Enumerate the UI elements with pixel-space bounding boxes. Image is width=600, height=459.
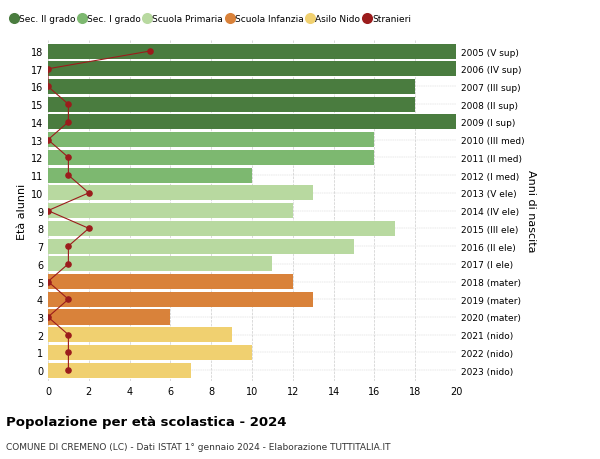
Point — [64, 101, 73, 109]
Point — [64, 172, 73, 179]
Point — [43, 278, 53, 285]
Point — [43, 313, 53, 321]
Point — [43, 84, 53, 91]
Point — [64, 367, 73, 374]
Point — [64, 349, 73, 356]
Bar — [48, 186, 313, 201]
Bar — [48, 45, 456, 60]
Bar — [48, 115, 456, 130]
Bar — [48, 97, 415, 112]
Point — [64, 331, 73, 339]
Legend: Sec. II grado, Sec. I grado, Scuola Primaria, Scuola Infanzia, Asilo Nido, Stran: Sec. II grado, Sec. I grado, Scuola Prim… — [8, 12, 415, 28]
Bar — [48, 221, 395, 236]
Point — [64, 296, 73, 303]
Bar — [48, 133, 374, 148]
Bar — [48, 257, 272, 272]
Bar — [48, 151, 374, 166]
Bar — [48, 62, 456, 77]
Bar — [48, 345, 252, 360]
Point — [43, 66, 53, 73]
Text: COMUNE DI CREMENO (LC) - Dati ISTAT 1° gennaio 2024 - Elaborazione TUTTITALIA.IT: COMUNE DI CREMENO (LC) - Dati ISTAT 1° g… — [6, 442, 391, 451]
Bar — [48, 80, 415, 95]
Bar — [48, 327, 232, 342]
Bar — [48, 310, 170, 325]
Point — [84, 190, 94, 197]
Bar — [48, 274, 293, 290]
Point — [84, 225, 94, 233]
Bar — [48, 204, 293, 218]
Point — [43, 207, 53, 215]
Point — [64, 243, 73, 250]
Bar — [48, 292, 313, 307]
Bar — [48, 363, 191, 378]
Bar — [48, 239, 354, 254]
Point — [43, 137, 53, 144]
Point — [145, 48, 155, 56]
Point — [64, 261, 73, 268]
Point — [64, 154, 73, 162]
Point — [64, 119, 73, 126]
Text: Popolazione per età scolastica - 2024: Popolazione per età scolastica - 2024 — [6, 415, 287, 428]
Bar — [48, 168, 252, 183]
Y-axis label: Anni di nascita: Anni di nascita — [526, 170, 536, 252]
Y-axis label: Età alunni: Età alunni — [17, 183, 26, 239]
